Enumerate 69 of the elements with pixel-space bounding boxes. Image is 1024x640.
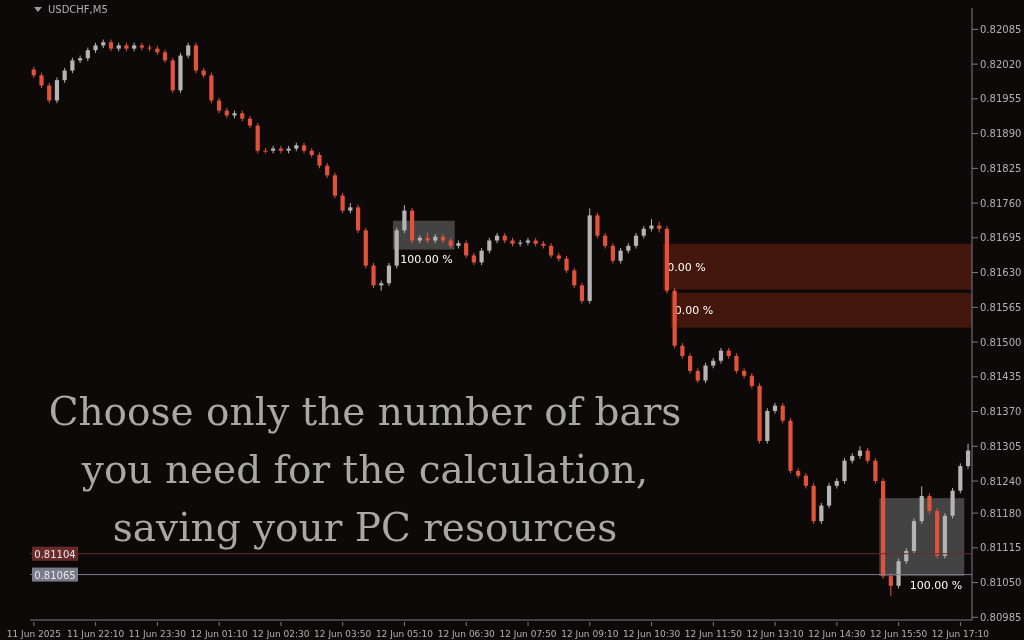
candlestick [371, 262, 376, 289]
y-tick-label: 0.82020 [980, 58, 1022, 70]
x-tick-label: 12 Jun 11:50 [684, 629, 743, 639]
x-tick-label: 12 Jun 10:30 [622, 629, 681, 639]
y-tick-label: 0.81435 [980, 371, 1022, 383]
candlestick [780, 402, 785, 424]
x-tick-label: 12 Jun 15:50 [870, 629, 928, 639]
candlestick [687, 352, 693, 375]
candlestick [386, 262, 392, 287]
x-tick-label: 12 Jun 14:30 [808, 629, 866, 639]
candlestick [927, 492, 932, 515]
x-tick-label: 11 Jun 23:30 [128, 629, 187, 639]
ref-line-label: 0.81104 [34, 548, 76, 560]
candlestick [873, 457, 878, 485]
y-tick-label: 0.82085 [980, 23, 1022, 35]
candlestick [54, 76, 60, 104]
y-tick-label: 0.81370 [980, 406, 1022, 418]
candlestick [610, 242, 615, 264]
y-tick-label: 0.81500 [980, 336, 1022, 348]
candlestick [842, 457, 847, 485]
x-tick-label: 12 Jun 05:10 [375, 629, 434, 639]
x-tick-label: 11 Jun 2025 [6, 629, 61, 639]
y-tick-label: 0.81695 [980, 232, 1022, 244]
x-tick-label: 11 Jun 22:10 [67, 629, 125, 639]
x-tick-label: 12 Jun 03:50 [314, 629, 372, 639]
x-tick-label: 12 Jun 02:30 [252, 629, 310, 639]
candlestick [340, 192, 345, 214]
candlestick [332, 172, 337, 199]
y-tick-label: 0.81115 [980, 542, 1022, 554]
candlestick [579, 282, 585, 305]
y-tick-label: 0.81180 [980, 507, 1022, 519]
candlestick [440, 233, 446, 244]
candlestick [494, 232, 500, 244]
candlestick [703, 362, 708, 384]
y-tick-label: 0.80985 [980, 611, 1022, 623]
candlestick [965, 443, 971, 470]
y-tick-label: 0.81890 [980, 128, 1022, 140]
band-label: 100.00 % [909, 579, 963, 593]
x-tick-label: 12 Jun 07:50 [499, 629, 557, 639]
y-tick-label: 0.81630 [980, 267, 1022, 279]
candlestick [888, 573, 893, 597]
y-tick-label: 0.81760 [980, 197, 1022, 209]
y-tick-label: 0.81305 [980, 440, 1022, 452]
candlestick [355, 204, 361, 234]
candlestick [139, 42, 144, 51]
chart-title: USDCHF,M5 [48, 4, 108, 15]
candlestick [742, 367, 747, 379]
y-tick-label: 0.81240 [980, 475, 1022, 487]
candlestick [402, 204, 407, 234]
annotation: Choose only the number of bars you need for the calculation, saving your PC resources [48, 389, 682, 550]
candlestick [826, 482, 832, 509]
y-tick-label: 0.81050 [980, 577, 1022, 589]
x-tick-label: 12 Jun 06:30 [437, 629, 496, 639]
candlestick [572, 267, 577, 289]
y-tick-label: 0.81825 [980, 162, 1022, 174]
x-tick-label: 12 Jun 09:10 [561, 629, 619, 639]
band-label: 100.00 % [400, 252, 453, 266]
ref-line-label: 0.81065 [34, 569, 76, 581]
x-tick-label: 12 Jun 13:10 [746, 629, 804, 639]
candlestick [857, 445, 863, 460]
y-tick-label: 0.81955 [980, 93, 1022, 105]
candlestick [734, 352, 739, 375]
x-tick-label: 12 Jun 17:10 [931, 629, 990, 639]
candlestick [819, 502, 824, 525]
y-tick-label: 0.81565 [980, 301, 1022, 313]
candlestick [772, 402, 778, 415]
x-tick-label: 12 Jun 01:10 [190, 629, 249, 639]
band-label: 0.00 % [674, 304, 714, 318]
candlestick [595, 212, 600, 239]
